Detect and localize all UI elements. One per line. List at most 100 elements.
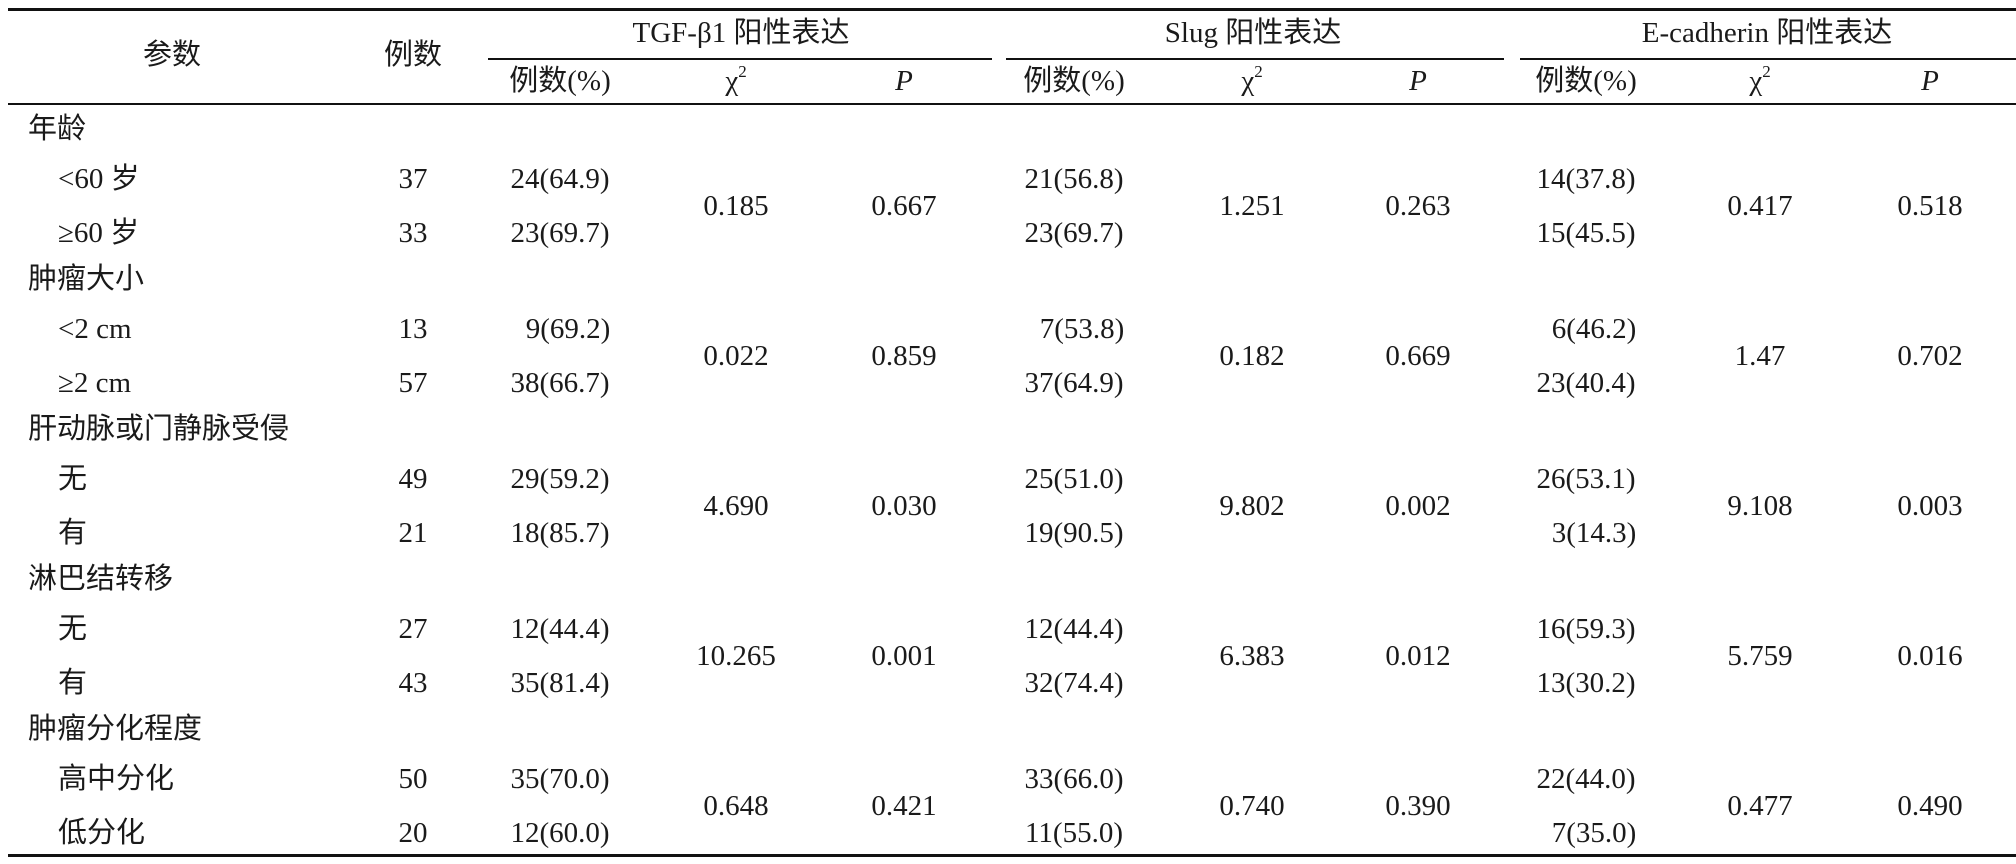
row-count: 57 xyxy=(398,367,428,399)
header-group-ecad: E-cadherin 阳性表达 xyxy=(1641,17,1893,49)
row-value-n-pct: 29(59.2) xyxy=(510,463,610,495)
stat-chi-square: 6.383 xyxy=(1219,640,1285,672)
section-title-4: 肿瘤分化程度 xyxy=(28,713,203,745)
stat-chi-square: 5.759 xyxy=(1727,640,1793,672)
row-value-n-pct: 25(51.0) xyxy=(1024,463,1124,495)
subheader-n-pct-1: 例数(%) xyxy=(1023,65,1125,97)
stat-chi-square: 0.182 xyxy=(1219,340,1285,372)
table-bottom-rule xyxy=(8,854,2016,857)
subheader-chi-square-1: χ2 xyxy=(1241,62,1263,97)
row-value-n-pct: 24(64.9) xyxy=(510,163,610,195)
subheader-n-pct-0: 例数(%) xyxy=(509,65,611,97)
row-count: 49 xyxy=(398,463,428,495)
row-label: ≥2 cm xyxy=(58,367,132,399)
stat-p-value: 0.030 xyxy=(871,490,937,522)
row-count: 37 xyxy=(398,163,428,195)
row-label: 高中分化 xyxy=(58,763,175,795)
section-title-2: 肝动脉或门静脉受侵 xyxy=(28,413,290,445)
stat-chi-square: 0.648 xyxy=(703,790,769,822)
row-count: 43 xyxy=(398,667,428,699)
row-value-n-pct: 19(90.5) xyxy=(1024,517,1124,549)
row-value-n-pct: 7(53.8) xyxy=(1039,313,1125,345)
table-top-rule xyxy=(8,8,2016,11)
stat-p-value: 0.518 xyxy=(1897,190,1963,222)
row-value-n-pct: 15(45.5) xyxy=(1536,217,1636,249)
row-value-n-pct: 9(69.2) xyxy=(525,313,611,345)
group-underline-ecad xyxy=(1520,58,2016,60)
row-value-n-pct: 23(40.4) xyxy=(1536,367,1636,399)
stat-chi-square: 1.251 xyxy=(1219,190,1285,222)
stat-p-value: 0.702 xyxy=(1897,340,1963,372)
stat-chi-square: 10.265 xyxy=(696,640,776,672)
row-value-n-pct: 22(44.0) xyxy=(1536,763,1636,795)
row-count: 33 xyxy=(398,217,428,249)
stat-chi-square: 0.022 xyxy=(703,340,769,372)
row-value-n-pct: 7(35.0) xyxy=(1551,817,1637,849)
stat-p-value: 0.390 xyxy=(1385,790,1451,822)
row-label: 无 xyxy=(58,463,88,495)
stat-p-value: 0.002 xyxy=(1385,490,1451,522)
section-title-1: 肿瘤大小 xyxy=(28,263,145,295)
row-value-n-pct: 12(60.0) xyxy=(510,817,610,849)
row-label: 低分化 xyxy=(58,817,146,849)
stat-chi-square: 1.47 xyxy=(1734,340,1786,372)
stat-p-value: 0.003 xyxy=(1897,490,1963,522)
stat-p-value: 0.012 xyxy=(1385,640,1451,672)
data-table: 参数 例数 TGF-β1 阳性表达 Slug 阳性表达 E-cadherin 阳… xyxy=(8,8,2016,858)
subheader-n-pct-2: 例数(%) xyxy=(1535,65,1637,97)
row-value-n-pct: 6(46.2) xyxy=(1551,313,1637,345)
row-value-n-pct: 37(64.9) xyxy=(1024,367,1124,399)
stat-p-value: 0.490 xyxy=(1897,790,1963,822)
stat-chi-square: 9.802 xyxy=(1219,490,1285,522)
row-value-n-pct: 23(69.7) xyxy=(510,217,610,249)
stat-p-value: 0.669 xyxy=(1385,340,1451,372)
row-value-n-pct: 18(85.7) xyxy=(510,517,610,549)
header-count: 例数 xyxy=(383,39,443,71)
row-value-n-pct: 11(55.0) xyxy=(1025,817,1123,849)
stat-chi-square: 0.740 xyxy=(1219,790,1285,822)
stat-p-value: 0.016 xyxy=(1897,640,1963,672)
subheader-p-2: P xyxy=(1921,65,1939,97)
row-value-n-pct: 32(74.4) xyxy=(1024,667,1124,699)
header-group-tgf: TGF-β1 阳性表达 xyxy=(632,17,850,49)
row-value-n-pct: 12(44.4) xyxy=(1024,613,1124,645)
subheader-chi-square-0: χ2 xyxy=(725,62,747,97)
row-label: 无 xyxy=(58,613,88,645)
row-count: 50 xyxy=(398,763,428,795)
row-label: <2 cm xyxy=(58,313,132,345)
row-label: 有 xyxy=(58,667,88,699)
section-title-3: 淋巴结转移 xyxy=(28,563,174,595)
stat-chi-square: 0.417 xyxy=(1727,190,1793,222)
group-underline-slug xyxy=(1006,58,1504,60)
subheader-chi-square-2: χ2 xyxy=(1749,62,1771,97)
row-value-n-pct: 33(66.0) xyxy=(1024,763,1124,795)
row-count: 27 xyxy=(398,613,428,645)
stat-p-value: 0.859 xyxy=(871,340,937,372)
row-value-n-pct: 12(44.4) xyxy=(510,613,610,645)
row-count: 21 xyxy=(398,517,428,549)
row-label: 有 xyxy=(58,517,88,549)
row-value-n-pct: 14(37.8) xyxy=(1536,163,1636,195)
row-value-n-pct: 3(14.3) xyxy=(1551,517,1637,549)
row-value-n-pct: 38(66.7) xyxy=(510,367,610,399)
row-value-n-pct: 35(81.4) xyxy=(510,667,610,699)
group-underline-tgf xyxy=(488,58,992,60)
row-value-n-pct: 35(70.0) xyxy=(510,763,610,795)
row-value-n-pct: 23(69.7) xyxy=(1024,217,1124,249)
row-value-n-pct: 13(30.2) xyxy=(1536,667,1636,699)
row-count: 20 xyxy=(398,817,428,849)
subheader-p-1: P xyxy=(1409,65,1427,97)
stat-p-value: 0.421 xyxy=(871,790,937,822)
stat-chi-square: 4.690 xyxy=(703,490,769,522)
header-group-slug: Slug 阳性表达 xyxy=(1164,17,1342,49)
row-count: 13 xyxy=(398,313,428,345)
row-value-n-pct: 21(56.8) xyxy=(1024,163,1124,195)
table-header-rule xyxy=(8,103,2016,105)
stat-p-value: 0.001 xyxy=(871,640,937,672)
row-value-n-pct: 16(59.3) xyxy=(1536,613,1636,645)
stat-chi-square: 0.185 xyxy=(703,190,769,222)
row-label: ≥60 岁 xyxy=(58,217,140,249)
section-title-0: 年龄 xyxy=(28,113,87,145)
stat-chi-square: 0.477 xyxy=(1727,790,1793,822)
row-value-n-pct: 26(53.1) xyxy=(1536,463,1636,495)
